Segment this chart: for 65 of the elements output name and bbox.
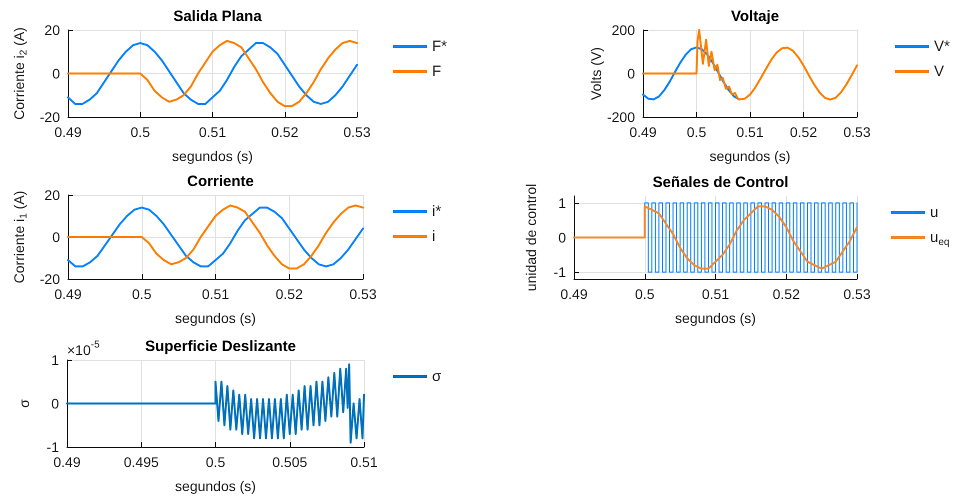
y-axis-title: unidad de control [523,184,539,292]
chart-title: Salida Plana [173,8,262,25]
y-tick-label: 200 [612,22,636,38]
x-tick-label: 0.49 [53,454,81,470]
y-tick-label: -20 [40,271,60,287]
x-tick-label: 0.53 [343,124,371,140]
x-tick-label: 0.49 [560,286,588,302]
x-tick-label: 0.5 [686,124,706,140]
y-axis-title: Volts (V) [588,47,604,100]
y-tick-label: 0 [51,396,60,412]
chart-title: Corriente [187,173,254,190]
x-tick-label: 0.5 [132,286,152,302]
y-axis-title: Corriente i2 (A) [10,27,30,120]
x-tick-label: 0.51 [350,454,378,470]
x-axis-title: segundos (s) [675,310,756,326]
y-tick-label: 0 [52,229,60,245]
x-axis-title: segundos (s) [710,148,790,164]
x-tick-label: 0.52 [790,124,818,140]
legend-label: V* [934,38,950,55]
x-tick-label: 0.51 [702,286,730,302]
x-tick-label: 0.49 [54,124,82,140]
x-tick-label: 0.505 [272,454,308,470]
x-tick-label: 0.5 [206,454,226,470]
line-series [66,363,365,444]
y-tick-label: 20 [44,187,60,203]
legend-label: F* [432,38,448,55]
x-axis-title: segundos (s) [175,478,256,494]
x-tick-label: 0.53 [843,124,871,140]
legend-label: u [930,204,938,221]
y-tick-label: 0 [627,66,636,82]
x-tick-label: 0.495 [124,454,159,470]
y-tick-label: 1 [558,194,566,211]
chart-title: Superficie Deslizante [145,338,296,355]
chart-title: Voltaje [730,8,780,25]
y-tick-label: -20 [40,109,60,125]
x-tick-label: 0.49 [629,124,657,140]
x-tick-label: 0.51 [198,124,226,140]
y-tick-label: -200 [606,109,636,125]
y-tick-label: -1 [554,264,566,280]
y-axis-title: Corriente i1 (A) [10,190,30,284]
legend-label: i* [432,203,442,220]
x-tick-label: 0.53 [349,286,377,302]
x-tick-label: 0.52 [271,124,299,140]
x-tick-label: 0.49 [54,286,82,302]
x-tick-label: 0.53 [843,286,871,302]
x-tick-label: 0.5 [635,286,655,302]
y-tick-label: 0 [52,66,60,82]
x-tick-label: 0.52 [772,286,800,302]
legend-label: F [432,63,442,80]
chart-title: Señales de Control [652,174,788,191]
x-axis-title: segundos (s) [172,148,253,164]
y-tick-label: 0 [558,230,566,246]
x-tick-label: 0.51 [736,124,764,140]
y-tick-label: -1 [46,439,60,455]
legend-label: V [934,63,944,80]
x-tick-label: 0.51 [202,286,230,302]
y-tick-label: 1 [51,352,60,368]
legend-label: σ [432,368,442,385]
line-series [642,46,740,100]
legend-label: i [432,228,436,245]
y-axis-title: σ [16,398,32,408]
x-tick-label: 0.52 [276,286,304,302]
x-tick-label: 0.5 [130,124,150,140]
x-axis-title: segundos (s) [175,310,256,326]
y-tick-label: 20 [44,22,60,38]
